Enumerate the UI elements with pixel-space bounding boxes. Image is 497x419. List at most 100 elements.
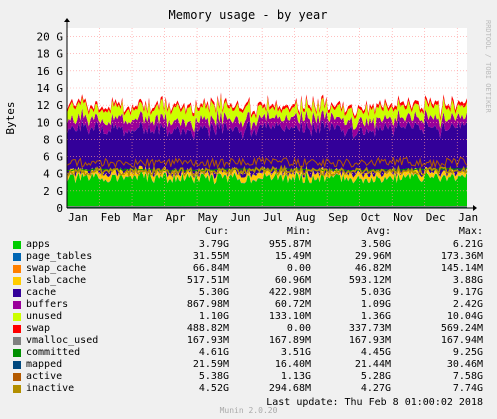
legend-name: buffers <box>26 299 69 310</box>
grid <box>67 28 467 208</box>
legend-min: 955.87M <box>268 239 311 250</box>
munin-version: Munin 2.0.20 <box>219 406 278 415</box>
y-tick-label: 6 G <box>43 151 63 164</box>
legend-swatch <box>13 289 21 297</box>
y-tick-label: 16 G <box>37 65 64 78</box>
header-cur: Cur: <box>204 226 229 237</box>
y-axis-label: Bytes <box>4 101 17 134</box>
legend-name: mapped <box>26 359 63 370</box>
legend-avg: 167.93M <box>348 335 391 346</box>
area-cache <box>67 118 467 179</box>
legend-cur: 5.38G <box>198 371 229 382</box>
legend-max: 7.58G <box>452 371 483 382</box>
legend-max: 167.94M <box>440 335 483 346</box>
x-tick-label: Jul <box>263 211 283 224</box>
x-tick-label: Jan <box>458 211 478 224</box>
watermark: RRDTOOL / TOBI OETIKER <box>484 20 492 114</box>
legend-avg: 593.12M <box>348 275 391 286</box>
legend-swatch <box>13 253 21 261</box>
legend-cur: 4.61G <box>198 347 229 358</box>
legend-row: buffers 867.98M 60.72M 1.09G 2.42G <box>0 299 497 311</box>
legend-name: unused <box>26 311 63 322</box>
legend-swatch <box>13 277 21 285</box>
legend-row: swap 488.82M 0.00 337.73M 569.24M <box>0 323 497 335</box>
x-tick-label: Sep <box>328 211 348 224</box>
legend-swatch <box>13 373 21 381</box>
legend-avg: 1.36G <box>360 311 391 322</box>
legend-min: 1.13G <box>280 371 311 382</box>
legend-min: 3.51G <box>280 347 311 358</box>
legend-swatch <box>13 325 21 333</box>
line-active <box>66 156 468 170</box>
legend-cur: 517.51M <box>186 275 229 286</box>
legend-row: apps 3.79G 955.87M 3.50G 6.21G <box>0 239 497 251</box>
legend-row: slab_cache 517.51M 60.96M 593.12M 3.88G <box>0 275 497 287</box>
legend-avg: 4.45G <box>360 347 391 358</box>
y-tick-label: 18 G <box>37 48 64 61</box>
legend-avg: 4.27G <box>360 383 391 394</box>
legend-header: Cur: Min: Avg: Max: <box>0 226 497 238</box>
legend-name: swap_cache <box>26 263 87 274</box>
x-tick-label: Jun <box>231 211 251 224</box>
x-tick-label: May <box>198 211 218 224</box>
legend-max: 173.36M <box>440 251 483 262</box>
legend-cur: 4.52G <box>198 383 229 394</box>
y-tick-label: 14 G <box>37 82 64 95</box>
memory-area-chart: Memory usage - by year Bytes RRDTOOL / T… <box>4 8 492 224</box>
legend-row: page_tables 31.55M 15.49M 29.96M 173.36M <box>0 251 497 263</box>
legend-row: swap_cache 66.84M 0.00 46.82M 145.14M <box>0 263 497 275</box>
legend-max: 569.24M <box>440 323 483 334</box>
legend-name: inactive <box>26 383 75 394</box>
x-tick-labels: Jan Feb Mar Apr May Jun Jul Aug Sep Oct Nov Dec Jan <box>68 211 478 224</box>
legend-row: inactive 4.52G 294.68M 4.27G 7.74G <box>0 383 497 395</box>
legend-swatch <box>13 361 21 369</box>
legend-max: 2.42G <box>452 299 483 310</box>
legend-avg: 1.09G <box>360 299 391 310</box>
x-tick-label: Feb <box>101 211 121 224</box>
area-series <box>67 92 467 208</box>
legend-max: 6.21G <box>452 239 483 250</box>
legend-name: swap <box>26 323 51 334</box>
y-tick-label: 2 G <box>43 185 63 198</box>
legend-cur: 66.84M <box>192 263 229 274</box>
legend-avg: 3.50G <box>360 239 391 250</box>
legend-name: slab_cache <box>26 275 87 286</box>
legend-swatch <box>13 241 21 249</box>
legend-min: 16.40M <box>274 359 311 370</box>
area-unused <box>67 95 467 133</box>
legend-name: vmalloc_used <box>26 335 99 346</box>
header-max: Max: <box>458 226 483 237</box>
y-tick-label: 12 G <box>37 99 64 112</box>
legend-max: 30.46M <box>446 359 483 370</box>
legend-max: 145.14M <box>440 263 483 274</box>
legend-cur: 5.30G <box>198 287 229 298</box>
legend-name: active <box>26 371 63 382</box>
x-axis-arrow <box>473 205 477 211</box>
area-buffers <box>67 107 467 140</box>
legend-max: 9.17G <box>452 287 483 298</box>
x-tick-label: Jan <box>68 211 88 224</box>
legend-swatch <box>13 349 21 357</box>
legend-row: vmalloc_used 167.93M 167.89M 167.93M 167.94M <box>0 335 497 347</box>
area-swap <box>67 92 467 122</box>
legend-min: 0.00 <box>286 323 311 334</box>
y-axis-arrow <box>64 18 70 22</box>
legend-cur: 3.79G <box>198 239 229 250</box>
legend-avg: 46.82M <box>354 263 391 274</box>
legend-cur: 867.98M <box>186 299 229 310</box>
legend-row: committed 4.61G 3.51G 4.45G 9.25G <box>0 347 497 359</box>
area-slab_cache <box>67 165 467 184</box>
legend-swatch <box>13 337 21 345</box>
legend-min: 294.68M <box>268 383 311 394</box>
legend-row: mapped 21.59M 16.40M 21.44M 30.46M <box>0 359 497 371</box>
legend-swatch <box>13 265 21 273</box>
legend-max: 7.74G <box>452 383 483 394</box>
y-tick-label: 20 G <box>37 31 64 44</box>
legend-min: 0.00 <box>286 263 311 274</box>
x-tick-label: Dec <box>426 211 446 224</box>
x-tick-label: Oct <box>361 211 381 224</box>
legend-avg: 5.28G <box>360 371 391 382</box>
y-tick-label: 8 G <box>43 133 63 146</box>
legend-row: active 5.38G 1.13G 5.28G 7.58G <box>0 371 497 383</box>
